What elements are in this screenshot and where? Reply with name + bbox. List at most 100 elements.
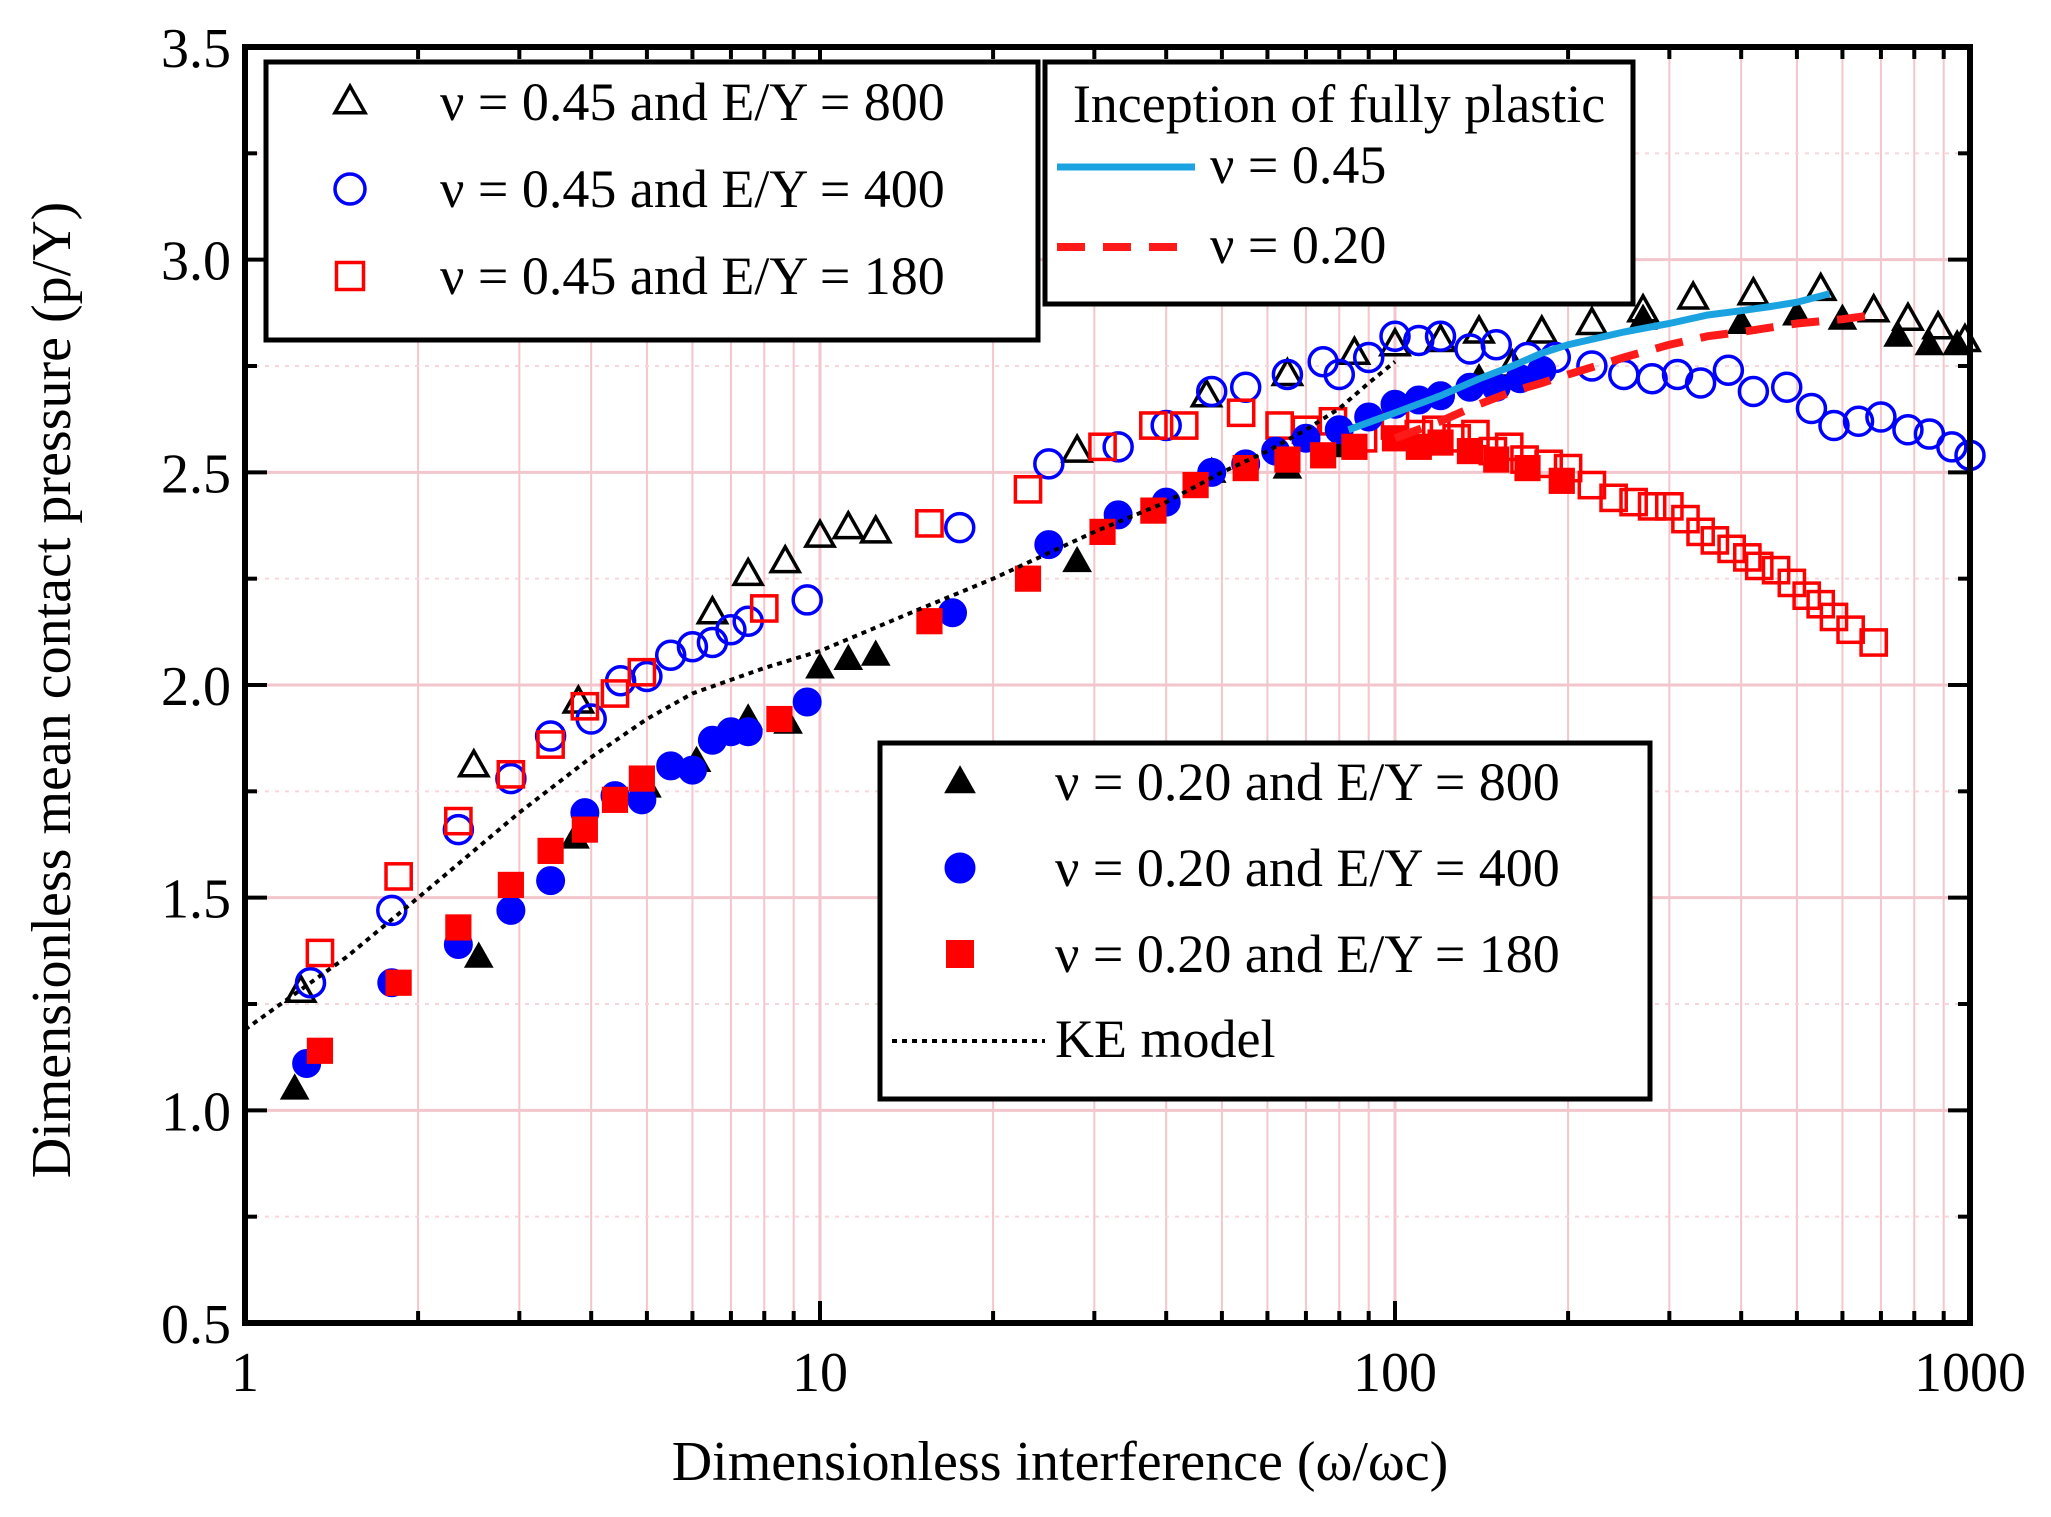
marker-open-square xyxy=(1744,551,1774,581)
marker-open-circle xyxy=(1818,409,1850,442)
legend-entry-label: ν = 0.45 xyxy=(1210,135,1386,195)
marker-open-circle xyxy=(1195,375,1228,408)
marker-open-circle xyxy=(1770,371,1803,404)
y-axis-title: Dimensionless mean contact pressure (p/Y… xyxy=(21,202,83,1179)
marker-open-circle xyxy=(1576,350,1608,382)
marker-open-circle xyxy=(1033,448,1065,480)
marker-open-circle xyxy=(1323,358,1356,391)
marker-open-square xyxy=(600,679,630,708)
legend-entry-label: ν = 0.20 and E/Y = 400 xyxy=(1055,838,1560,898)
x-tick-label: 1 xyxy=(231,1342,259,1404)
marker-open-triangle xyxy=(1736,275,1771,306)
marker-open-square xyxy=(334,260,366,292)
y-tick-label: 1.5 xyxy=(161,869,231,931)
legend-box xyxy=(1042,59,1636,307)
marker-filled-triangle xyxy=(1062,545,1092,573)
x-tick-label: 10 xyxy=(792,1342,848,1404)
marker-open-triangle xyxy=(1856,292,1891,323)
data-marks xyxy=(243,271,1986,1100)
legend-title: Inception of fully plastic xyxy=(1073,74,1605,134)
marker-filled-square xyxy=(628,765,655,792)
legend-entry-label: ν = 0.45 and E/Y = 800 xyxy=(440,72,945,132)
marker-open-triangle xyxy=(1676,279,1711,310)
marker-filled-square xyxy=(916,608,943,635)
marker-filled-circle xyxy=(733,717,763,747)
marker-filled-triangle xyxy=(1883,320,1914,347)
marker-open-circle xyxy=(1379,320,1411,352)
marker-open-square xyxy=(1619,487,1648,517)
marker-open-triangle xyxy=(768,543,803,574)
x-tick-label: 100 xyxy=(1353,1342,1437,1404)
marker-open-circle xyxy=(1229,371,1262,404)
marker-open-circle xyxy=(1102,431,1134,463)
marker-filled-square xyxy=(445,914,472,941)
y-tick-label: 2.0 xyxy=(161,656,231,718)
marker-filled-circle xyxy=(944,852,976,884)
marker-open-square xyxy=(1088,432,1117,462)
legend-top-left: ν = 0.45 and E/Y = 800 ν = 0.45 and E/Y =… xyxy=(263,59,1041,343)
marker-filled-triangle xyxy=(860,639,891,666)
series-6 xyxy=(243,360,1397,1032)
marker-open-circle xyxy=(1454,333,1486,365)
legend-entry-label: ν = 0.45 and E/Y = 400 xyxy=(440,159,945,219)
marker-filled-square xyxy=(497,871,524,899)
marker-open-triangle xyxy=(456,747,491,778)
series-7 xyxy=(1347,290,1831,434)
marker-open-square xyxy=(496,759,526,789)
marker-open-circle xyxy=(1608,358,1640,391)
marker-open-circle xyxy=(442,813,475,846)
marker-open-circle xyxy=(1684,367,1717,399)
series-5 xyxy=(306,425,1575,1064)
marker-open-circle xyxy=(1636,363,1668,395)
series-line xyxy=(1393,311,1875,443)
marker-filled-triangle xyxy=(833,643,864,670)
marker-filled-circle xyxy=(536,866,566,896)
marker-filled-square xyxy=(1014,565,1042,592)
marker-open-square xyxy=(1265,411,1294,440)
marker-open-triangle xyxy=(695,594,730,625)
y-tick-label: 3.5 xyxy=(161,18,231,80)
legend-box xyxy=(877,740,1653,1102)
marker-filled-square xyxy=(1514,454,1541,482)
marker-open-circle xyxy=(1480,328,1513,361)
marker-open-square xyxy=(1717,534,1746,564)
marker-filled-square xyxy=(1341,433,1368,460)
marker-open-square xyxy=(1013,474,1043,504)
marker-open-triangle xyxy=(1524,313,1559,344)
marker-open-square xyxy=(1169,411,1199,440)
marker-filled-triangle xyxy=(279,1073,310,1100)
marker-open-square xyxy=(627,657,657,687)
marker-filled-square xyxy=(537,837,564,864)
marker-filled-circle xyxy=(496,895,526,925)
marker-open-square xyxy=(1226,398,1256,428)
series-line xyxy=(1347,290,1831,434)
marker-open-square xyxy=(536,730,565,759)
x-axis-title: Dimensionless interference (ω/ωc) xyxy=(672,1431,1449,1493)
marker-open-triangle xyxy=(1270,356,1305,387)
marker-open-circle xyxy=(676,630,709,663)
marker-open-circle xyxy=(1271,358,1304,391)
marker-open-square xyxy=(1700,526,1730,555)
marker-filled-square xyxy=(1548,467,1575,494)
marker-open-circle xyxy=(1892,414,1924,446)
marker-open-triangle xyxy=(1890,300,1925,331)
marker-open-circle xyxy=(294,966,327,999)
marker-filled-triangle xyxy=(463,941,494,968)
marker-open-triangle xyxy=(858,513,893,544)
legend-entry-label: ν = 0.45 and E/Y = 180 xyxy=(440,246,945,306)
marker-open-triangle xyxy=(1060,432,1095,463)
marker-open-circle xyxy=(1424,320,1457,352)
marker-filled-square xyxy=(306,1037,334,1064)
marker-filled-triangle xyxy=(944,765,976,794)
marker-open-triangle xyxy=(1462,313,1497,344)
marker-filled-triangle xyxy=(1914,328,1945,356)
legend-center-right: ν = 0.20 and E/Y = 800 ν = 0.20 and E/Y =… xyxy=(877,740,1653,1102)
marker-open-triangle xyxy=(802,517,838,548)
marker-filled-square xyxy=(1456,437,1484,465)
marker-open-circle xyxy=(1737,375,1770,408)
marker-open-square xyxy=(1599,483,1628,513)
legends: ν = 0.45 and E/Y = 800 ν = 0.45 and E/Y =… xyxy=(263,59,1653,1102)
y-tick-label: 3.0 xyxy=(161,231,231,293)
marker-open-square xyxy=(570,691,600,721)
